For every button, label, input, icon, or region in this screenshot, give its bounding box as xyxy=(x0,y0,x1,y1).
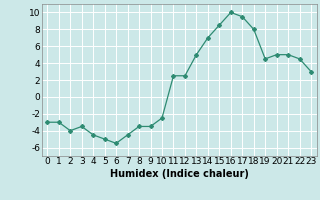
X-axis label: Humidex (Indice chaleur): Humidex (Indice chaleur) xyxy=(110,169,249,179)
